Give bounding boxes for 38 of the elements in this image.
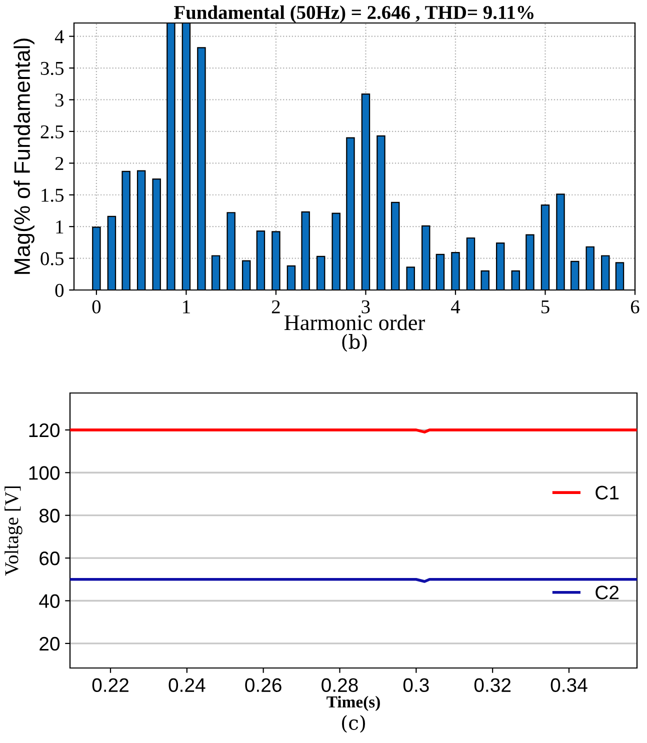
- x-tick-label: 0.34: [550, 678, 588, 692]
- y-tick-label: 60: [40, 552, 60, 566]
- y-tick-label: 40: [39, 594, 60, 608]
- y-tick-label: 120: [29, 423, 60, 438]
- y-tick-label: 1: [56, 220, 64, 234]
- legend-label: C1: [596, 486, 619, 500]
- x-axis-title: Harmonic order: [284, 314, 425, 330]
- y-tick-label: 1.5: [42, 188, 64, 202]
- y-tick-label: 0: [55, 284, 64, 297]
- chart-title: Fundamental (50Hz) = 2.646 , THD= 9.11%: [174, 5, 534, 23]
- x-tick-label: 6: [630, 300, 640, 314]
- x-tick-label: 2: [272, 300, 280, 314]
- legend-label: C2: [596, 586, 619, 600]
- x-tick-label: 4: [451, 300, 460, 314]
- y-tick-label: 0.5: [40, 252, 64, 266]
- x-tick-label: 0.3: [403, 678, 429, 692]
- y-tick-label: 100: [29, 466, 60, 480]
- x-tick-label: 0.22: [92, 678, 128, 692]
- y-axis-title: Mag(% of Fundamental): [14, 38, 34, 274]
- y-tick-label: 2.5: [40, 125, 64, 138]
- y-axis-title: Voltage [V]: [4, 486, 22, 576]
- x-tick-label: 0.28: [322, 678, 358, 692]
- x-tick-label: 5: [542, 300, 550, 314]
- x-tick-label: 0.32: [474, 678, 511, 692]
- x-axis-title: Time(s): [326, 696, 380, 711]
- y-tick-label: 3: [55, 94, 64, 107]
- y-tick-label: 80: [39, 508, 60, 523]
- text: (c): [342, 714, 365, 733]
- x-tick-label: 0.24: [168, 678, 206, 692]
- text: (b): [342, 334, 367, 352]
- x-tick-label: 3: [362, 300, 370, 314]
- y-tick-label: 3.5: [40, 62, 64, 76]
- x-tick-label: 0: [92, 300, 101, 314]
- y-tick-label: 2: [55, 157, 64, 170]
- y-tick-label: 4: [54, 30, 64, 44]
- y-tick-label: 20: [40, 636, 60, 651]
- x-tick-label: 0.26: [245, 678, 282, 692]
- x-tick-label: 1: [183, 300, 190, 314]
